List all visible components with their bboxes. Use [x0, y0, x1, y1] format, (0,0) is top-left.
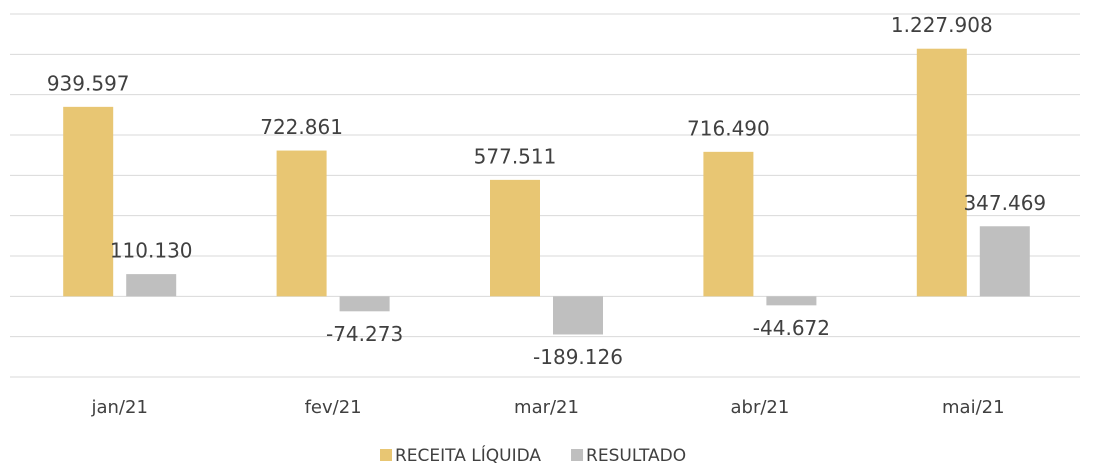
bar — [339, 296, 390, 312]
x-tick-label: fev/21 — [305, 397, 362, 418]
data-label: 347.469 — [963, 191, 1046, 215]
data-label: -44.672 — [753, 316, 830, 340]
data-label: 577.511 — [474, 144, 557, 168]
x-tick-label: mai/21 — [942, 397, 1005, 418]
legend-swatch — [571, 449, 584, 461]
data-label: -189.126 — [533, 345, 623, 369]
bar — [916, 48, 967, 297]
bar — [553, 296, 603, 335]
legend-label: RESULTADO — [586, 446, 686, 466]
data-label: -74.273 — [326, 322, 403, 346]
bar — [979, 226, 1030, 297]
x-tick-label: abr/21 — [730, 397, 789, 418]
data-label: 110.130 — [110, 239, 193, 263]
data-label: 716.490 — [687, 116, 770, 140]
x-tick-label: mar/21 — [514, 397, 579, 418]
bar — [126, 274, 177, 297]
data-label: 722.861 — [260, 115, 343, 139]
legend-label: RECEITA LÍQUIDA — [395, 444, 541, 466]
data-label: 1.227.908 — [891, 13, 993, 37]
bar — [703, 151, 754, 297]
legend-swatch — [380, 449, 392, 461]
data-label: 939.597 — [47, 71, 130, 95]
bar — [276, 150, 327, 297]
bar — [766, 296, 817, 306]
bar — [490, 179, 540, 297]
x-tick-label: jan/21 — [90, 397, 147, 418]
bar — [63, 106, 114, 297]
